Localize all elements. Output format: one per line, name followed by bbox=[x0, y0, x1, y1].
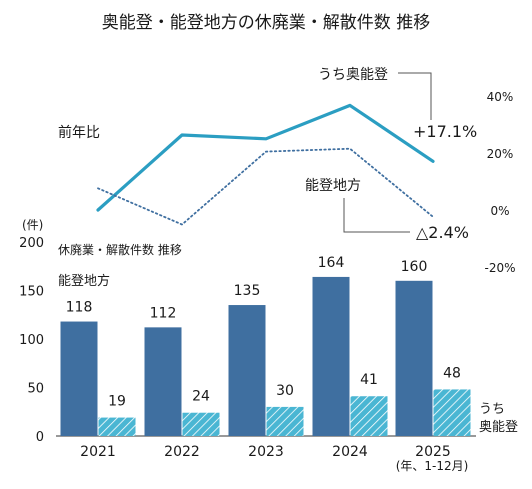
line-axis: 40% 20% 0% -20% bbox=[484, 90, 515, 275]
bar-value-label: 19 bbox=[108, 394, 126, 410]
bar-y-tick-label: 150 bbox=[19, 285, 44, 300]
bar-section-label: 休廃業・解散件数 推移 bbox=[58, 242, 182, 257]
line-legend-okunoto: うち奥能登 bbox=[318, 66, 388, 83]
bar-noto bbox=[144, 327, 182, 436]
bar-okunoto bbox=[433, 389, 471, 436]
line-legend-noto: 能登地方 bbox=[305, 178, 361, 194]
bar-legend-okunoto: うち奥能登 bbox=[479, 402, 518, 435]
bar-y-tick-label: 0 bbox=[36, 430, 44, 445]
x-tick-label: 2025 bbox=[415, 444, 451, 460]
bar-noto bbox=[312, 276, 350, 436]
bar-value-label: 135 bbox=[234, 283, 261, 299]
line-noto bbox=[97, 147, 434, 226]
line-y-tick-label: 40% bbox=[487, 90, 514, 104]
bar-y-tick-label: 100 bbox=[19, 333, 44, 348]
bar-okunoto bbox=[182, 412, 220, 436]
callout-okunoto bbox=[398, 72, 432, 120]
line-section-label: 前年比 bbox=[58, 124, 100, 141]
bar-unit-label: (件) bbox=[22, 218, 43, 232]
x-axis-labels: 2021 2022 2023 2024 2025 bbox=[80, 444, 451, 460]
bars bbox=[60, 276, 471, 436]
lines bbox=[96, 103, 435, 226]
x-tick-label: 2024 bbox=[332, 444, 368, 460]
bar-value-label: 48 bbox=[443, 365, 461, 381]
bar-noto bbox=[395, 280, 433, 436]
line-y-tick-label: -20% bbox=[484, 261, 515, 275]
bar-value-label: 30 bbox=[276, 383, 294, 399]
line-y-tick-label: 0% bbox=[490, 204, 509, 218]
bar-value-label: 160 bbox=[401, 259, 428, 275]
bar-value-label: 41 bbox=[360, 372, 378, 388]
bar-legend-noto: 能登地方 bbox=[58, 273, 110, 289]
x-tick-label: 2023 bbox=[248, 444, 284, 460]
bar-okunoto bbox=[266, 406, 304, 436]
callout-noto bbox=[343, 198, 410, 233]
line-end-label-okunoto: +17.1% bbox=[413, 122, 477, 141]
bar-okunoto bbox=[350, 396, 388, 436]
bar-noto bbox=[228, 305, 266, 436]
chart-title: 奥能登・能登地方の休廃業・解散件数 推移 bbox=[102, 13, 430, 33]
bar-value-label: 164 bbox=[318, 255, 345, 271]
x-tick-label: 2021 bbox=[80, 444, 116, 460]
line-okunoto bbox=[96, 103, 435, 212]
bar-labels: 118 19 112 24 135 30 164 41 160 48 bbox=[66, 255, 461, 410]
x-tick-label: 2022 bbox=[164, 444, 200, 460]
bar-y-tick-label: 200 bbox=[19, 236, 44, 251]
line-end-label-noto: △2.4% bbox=[416, 223, 469, 242]
bar-noto bbox=[60, 321, 98, 436]
bar-value-label: 112 bbox=[150, 305, 177, 321]
bar-value-label: 118 bbox=[66, 300, 93, 316]
bar-y-tick-label: 50 bbox=[27, 382, 44, 397]
bar-okunoto bbox=[98, 417, 136, 436]
line-y-tick-label: 20% bbox=[487, 147, 514, 161]
bar-value-label: 24 bbox=[192, 389, 210, 405]
x-axis-note: (年、1-12月) bbox=[396, 459, 469, 473]
